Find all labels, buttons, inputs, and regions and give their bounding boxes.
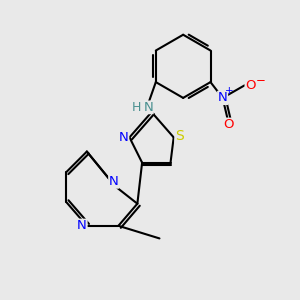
Text: N: N <box>109 175 118 188</box>
Text: N: N <box>77 219 87 232</box>
Text: S: S <box>175 129 184 143</box>
Text: H: H <box>132 101 141 114</box>
Text: N: N <box>143 101 153 114</box>
Text: N: N <box>218 92 227 104</box>
Text: O: O <box>224 118 234 131</box>
Text: O: O <box>245 79 256 92</box>
Text: N: N <box>119 131 129 144</box>
Text: +: + <box>225 86 234 96</box>
Text: −: − <box>256 74 266 87</box>
